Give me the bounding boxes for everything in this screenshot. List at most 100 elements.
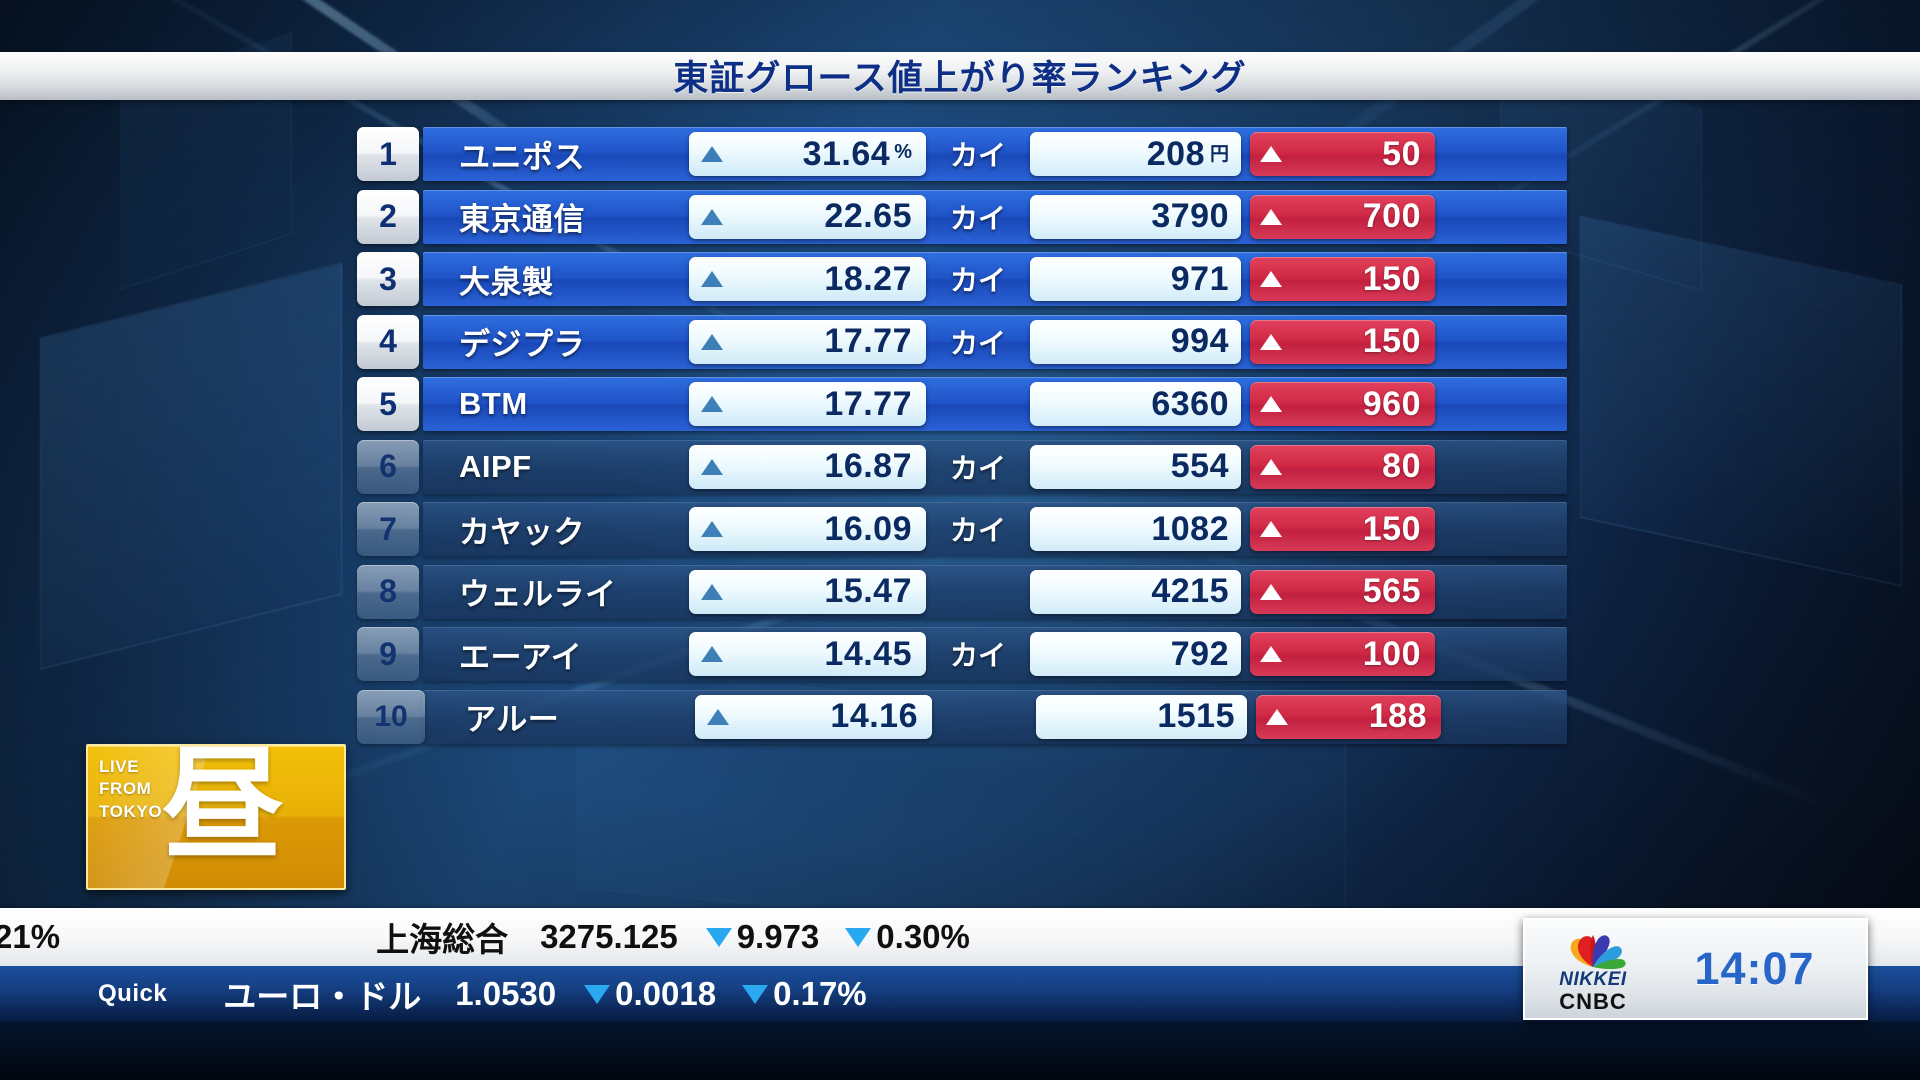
ticker-top-index-name: 上海総合 — [376, 921, 509, 958]
percent-change-value: 17.77 — [824, 322, 912, 361]
rank-badge: 10 — [357, 689, 425, 744]
table-row: 3 大泉製 18.27 カイ 971 150 — [357, 248, 1567, 311]
price-change-pill: 960 — [1250, 382, 1435, 427]
up-triangle-icon — [701, 208, 723, 225]
percent-change-value: 16.09 — [824, 509, 912, 548]
ticker-bottom-value: 1.0530 — [455, 975, 557, 1012]
price-change-value: 565 — [1362, 572, 1421, 611]
table-row: 9 エーアイ 14.45 カイ 792 100 — [357, 623, 1567, 686]
percent-change-value: 14.45 — [824, 634, 912, 673]
stock-name: デジプラ — [459, 327, 585, 363]
up-triangle-icon — [1266, 708, 1288, 725]
rank-badge: 3 — [357, 252, 419, 307]
price-change-pill: 150 — [1250, 257, 1435, 302]
kai-label: カイ — [949, 265, 1006, 297]
price-change-pill: 150 — [1250, 507, 1435, 552]
up-triangle-icon — [1260, 646, 1282, 663]
price-change-pill: 100 — [1250, 632, 1435, 677]
rank-badge: 1 — [357, 127, 419, 182]
stock-name: カヤック — [459, 514, 585, 550]
price-value: 6360 — [1151, 384, 1229, 423]
rank-badge: 8 — [357, 564, 419, 619]
live-label: LIVE — [99, 757, 140, 776]
up-triangle-icon — [701, 646, 723, 663]
percent-change-pill: 14.16 — [695, 694, 932, 739]
price-change-value: 80 — [1382, 447, 1421, 486]
stock-name: アルー — [465, 702, 560, 738]
percent-change-pill: 22.65 — [689, 194, 926, 239]
down-triangle-icon — [742, 984, 769, 1004]
up-triangle-icon — [1260, 521, 1282, 538]
quick-brand-label: Quick — [98, 980, 168, 1007]
price-value: 792 — [1170, 634, 1229, 673]
percent-change-pill: 16.09 — [689, 507, 926, 552]
price-change-pill: 150 — [1250, 319, 1435, 364]
nikkei-wordmark: NIKKEI — [1559, 969, 1627, 990]
rank-badge: 9 — [357, 627, 419, 682]
stock-name: 大泉製 — [459, 264, 554, 300]
ticker-top-change-pct: 0.30% — [845, 918, 970, 956]
price-change-value: 100 — [1362, 634, 1421, 673]
price-pill: 208 円 — [1030, 132, 1241, 177]
table-row: 5 BTM 17.77 6360 960 — [357, 373, 1567, 436]
percent-change-pill: 16.87 — [689, 444, 926, 489]
price-pill: 6360 — [1030, 382, 1241, 427]
price-change-value: 960 — [1362, 384, 1421, 423]
up-triangle-icon — [1260, 396, 1282, 413]
percent-change-value: 18.27 — [824, 259, 912, 298]
price-pill: 994 — [1030, 319, 1241, 364]
price-pill: 3790 — [1030, 194, 1241, 239]
ticker-bottom-change-pct: 0.17% — [742, 975, 867, 1013]
down-triangle-icon — [584, 984, 611, 1004]
kai-label: カイ — [949, 452, 1006, 484]
rank-badge: 2 — [357, 189, 419, 244]
rank-badge: 7 — [357, 502, 419, 557]
price-value: 3790 — [1151, 197, 1229, 236]
rank-badge: 4 — [357, 314, 419, 369]
price-value: 1515 — [1157, 697, 1235, 736]
stock-name: BTM — [459, 386, 528, 422]
price-pill: 792 — [1030, 632, 1241, 677]
price-change-value: 50 — [1382, 134, 1421, 173]
up-triangle-icon — [1260, 146, 1282, 163]
price-change-value: 150 — [1362, 259, 1421, 298]
up-triangle-icon — [1260, 271, 1282, 288]
percent-change-pill: 18.27 — [689, 257, 926, 302]
price-pill: 4215 — [1030, 569, 1241, 614]
ticker-top-pct-value: 0.30% — [876, 918, 970, 955]
up-triangle-icon — [1260, 583, 1282, 600]
price-value: 208 — [1146, 134, 1205, 173]
ticker-top-index-value: 3275.125 — [540, 918, 678, 955]
price-change-pill: 700 — [1250, 194, 1435, 239]
percent-change-value: 16.87 — [824, 447, 912, 486]
ranking-table: 1 ユニポス 31.64% カイ 208 円 50 2 東京通信 22.65 カイ 3790 700 3 大… — [357, 123, 1567, 748]
page-title: 東証グロース値上がり率ランキング — [673, 58, 1247, 98]
ticker-bottom-pair-name: ユーロ・ドル — [223, 978, 422, 1015]
price-value: 554 — [1170, 447, 1229, 486]
up-triangle-icon — [701, 146, 723, 163]
ticker-top-left-partial: 21% — [0, 918, 61, 955]
cnbc-wordmark: CNBC — [1559, 989, 1627, 1014]
price-pill: 971 — [1030, 257, 1241, 302]
table-row: 4 デジプラ 17.77 カイ 994 150 — [357, 311, 1567, 374]
percent-change-value: 14.16 — [830, 697, 918, 736]
price-change-value: 188 — [1368, 697, 1427, 736]
stock-name: エーアイ — [459, 639, 583, 675]
live-from-tokyo-badge: LIVE FROM TOKYO 昼 — [86, 744, 346, 890]
price-pill: 1515 — [1036, 694, 1247, 739]
price-change-value: 150 — [1362, 322, 1421, 361]
up-triangle-icon — [707, 708, 729, 725]
title-bar: 東証グロース値上がり率ランキング — [0, 52, 1920, 100]
price-change-pill: 50 — [1250, 132, 1435, 177]
percent-change-value: 31.64 — [802, 134, 891, 173]
clock: 14:07 — [1694, 943, 1815, 994]
percent-change-pill: 31.64% — [689, 132, 926, 177]
down-triangle-icon — [705, 927, 732, 947]
price-change-value: 700 — [1362, 197, 1421, 236]
price-pill: 1082 — [1030, 507, 1241, 552]
ticker-bottom-change-value: 0.0018 — [615, 975, 717, 1012]
up-triangle-icon — [1260, 208, 1282, 225]
table-row: 1 ユニポス 31.64% カイ 208 円 50 — [357, 123, 1567, 186]
up-triangle-icon — [1260, 333, 1282, 350]
